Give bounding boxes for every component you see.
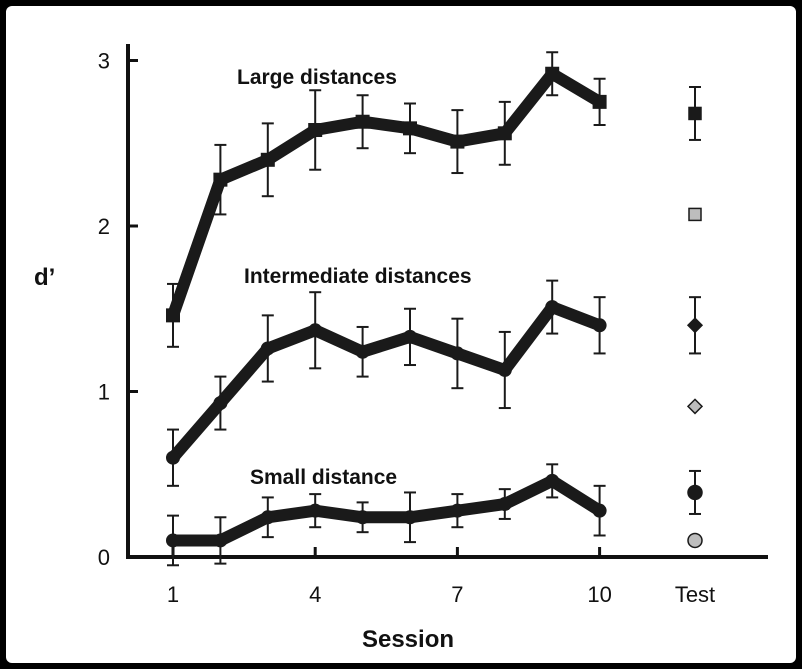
data-point: [450, 346, 465, 361]
data-point: [497, 362, 512, 377]
data-point: [403, 329, 417, 344]
data-point: [450, 134, 465, 149]
data-point: [545, 300, 560, 315]
y-tick-label: 2: [98, 214, 110, 239]
axes: 0 1 2 3 1 4 7 10 Test: [98, 44, 768, 607]
data-point: [403, 121, 417, 136]
data-point: [308, 123, 323, 138]
y-axis-label: d’: [34, 264, 55, 291]
x-tick-label: 7: [451, 582, 463, 607]
data-point: [497, 497, 512, 512]
data-point: [355, 344, 370, 359]
data-point: [166, 308, 180, 323]
data-point: [592, 94, 607, 109]
series-lines: [167, 67, 606, 547]
data-point: [403, 510, 417, 525]
test-marker-circle: [687, 532, 703, 549]
figure-panel: 0 1 2 3 1 4 7 10 Test Large distances Intermediat…: [6, 6, 796, 663]
data-point: [592, 503, 607, 518]
series-markers: [166, 66, 704, 549]
y-tick-label: 3: [98, 49, 110, 74]
series-line: [167, 301, 606, 464]
data-point: [166, 533, 180, 548]
data-point: [545, 473, 560, 488]
data-point: [355, 510, 370, 525]
y-tick-label: 0: [98, 545, 110, 570]
test-marker-circle: [687, 484, 703, 501]
series-line: [167, 474, 606, 547]
data-point: [260, 341, 275, 356]
test-marker-square: [688, 207, 702, 222]
data-point: [213, 533, 228, 548]
series-labels: Large distances Intermediate distances Sma…: [237, 66, 472, 489]
data-point: [213, 172, 228, 187]
data-point: [166, 450, 180, 465]
x-tick-label: 4: [309, 582, 321, 607]
series-label: Small distance: [250, 466, 397, 489]
test-marker-diamond: [686, 317, 704, 334]
chart-svg: 0 1 2 3 1 4 7 10 Test Large distances Intermediat…: [34, 44, 768, 653]
test-marker-square: [688, 106, 702, 121]
data-point: [592, 318, 607, 333]
data-point: [213, 396, 228, 411]
x-tick-label: 1: [167, 582, 179, 607]
data-point: [355, 114, 370, 129]
x-tick-label: 10: [587, 582, 611, 607]
data-point: [308, 323, 323, 338]
data-point: [497, 126, 512, 141]
data-point: [308, 503, 323, 518]
data-point: [260, 510, 275, 525]
test-marker-diamond: [686, 398, 704, 415]
x-axis-label: Session: [362, 626, 454, 653]
series-label: Intermediate distances: [244, 265, 472, 288]
x-tick-label: Test: [675, 582, 715, 607]
data-point: [545, 66, 560, 81]
y-tick-label: 1: [98, 380, 110, 405]
data-point: [260, 152, 275, 167]
series-line: [167, 67, 606, 322]
data-point: [450, 503, 465, 518]
series-label: Large distances: [237, 66, 397, 89]
